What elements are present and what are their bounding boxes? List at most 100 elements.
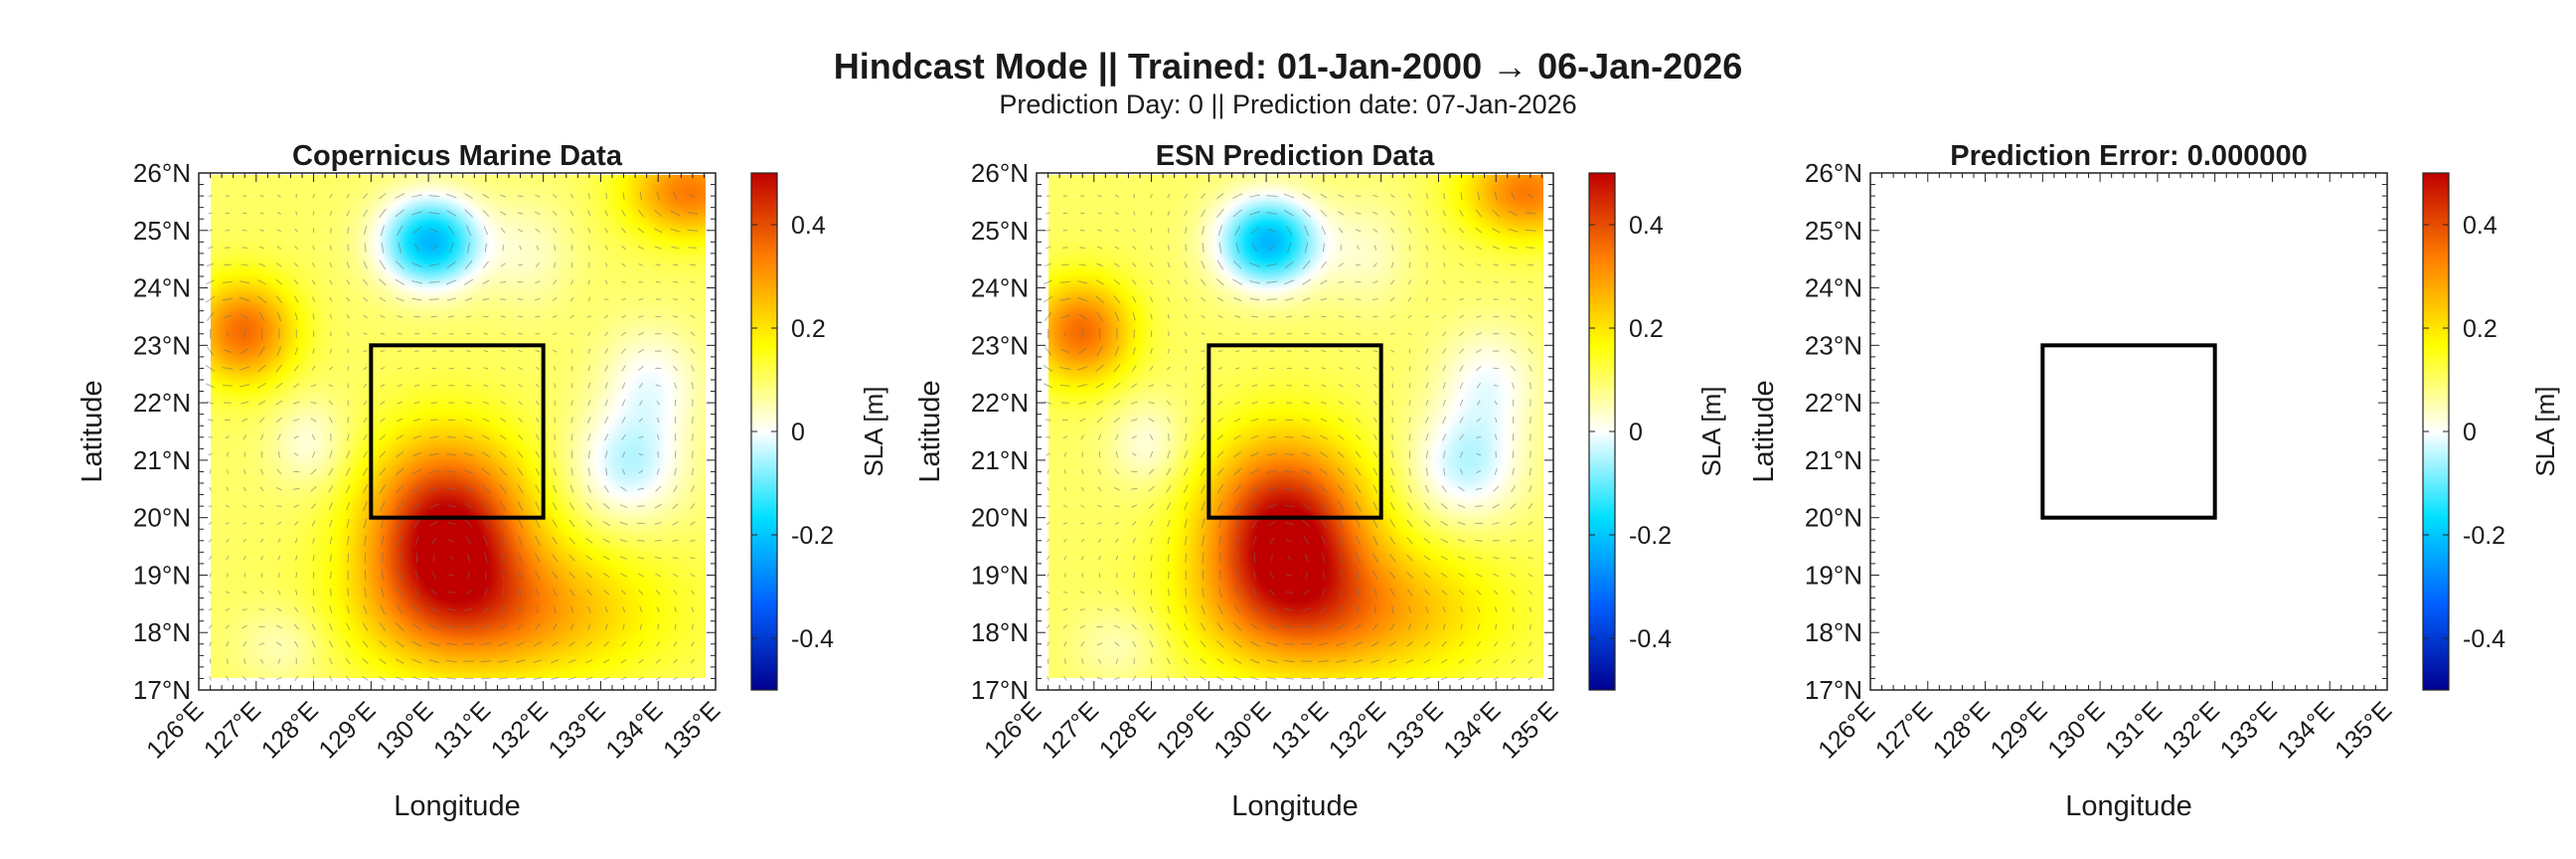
x-tick-label: 132°E — [1324, 696, 1391, 764]
colorbar-tick-label: 0.4 — [791, 212, 826, 240]
y-tick-label: 25°N — [971, 216, 1029, 246]
x-tick-label: 131°E — [428, 696, 496, 764]
colorbar-tick-label: 0.2 — [791, 315, 826, 343]
y-tick-label: 19°N — [133, 560, 191, 590]
x-tick-label: 135°E — [2330, 696, 2397, 764]
y-tick-label: 22°N — [1805, 388, 1862, 418]
axes-frame-1 — [198, 172, 717, 691]
y-tick-label: 17°N — [133, 675, 191, 705]
colorbar-tick-label: 0 — [791, 419, 805, 446]
y-tick-label: 21°N — [1805, 445, 1862, 475]
x-tick-label: 130°E — [371, 696, 438, 764]
x-tick-label: 133°E — [1381, 696, 1449, 764]
x-tick-label: 129°E — [1151, 696, 1218, 764]
y-tick-label: 25°N — [133, 216, 191, 246]
sla-field-1 — [211, 175, 706, 678]
panel-2: 126°E127°E128°E129°E130°E131°E132°E133°E… — [914, 140, 1726, 822]
colorbar-label: SLA [m] — [1696, 386, 1726, 476]
y-axis-label: Latitude — [77, 380, 108, 482]
x-tick-label: 126°E — [979, 696, 1046, 764]
x-tick-label: 128°E — [1094, 696, 1162, 764]
x-tick-label: 134°E — [1438, 696, 1506, 764]
region-box — [1207, 343, 1383, 520]
panel-title: ESN Prediction Data — [1156, 140, 1435, 172]
velocity-vectors-2 — [1043, 191, 1536, 682]
axes-frame-2 — [1036, 172, 1554, 691]
x-tick-label: 132°E — [2158, 696, 2225, 764]
figure-subtitle: Prediction Day: 0 || Prediction date: 07… — [999, 89, 1577, 119]
minor-ticks-2 — [1036, 172, 1554, 691]
y-tick-label: 26°N — [1805, 158, 1862, 188]
y-tick-label: 20°N — [1805, 503, 1862, 533]
y-tick-label: 18°N — [1805, 617, 1862, 647]
x-tick-label: 135°E — [658, 696, 725, 764]
y-tick-label: 21°N — [133, 445, 191, 475]
x-tick-label: 127°E — [1037, 696, 1104, 764]
y-axis-label: Latitude — [914, 380, 946, 482]
colorbar-tick-label: -0.4 — [791, 625, 834, 653]
x-tick-label: 127°E — [1870, 696, 1938, 764]
x-tick-label: 131°E — [1266, 696, 1334, 764]
y-tick-label: 24°N — [133, 273, 191, 303]
x-tick-label: 127°E — [199, 696, 266, 764]
y-tick-label: 17°N — [971, 675, 1029, 705]
y-tick-label: 25°N — [1805, 216, 1862, 246]
y-tick-label: 21°N — [971, 445, 1029, 475]
colorbar-tick-label: -0.2 — [1629, 522, 1672, 550]
y-tick-label: 20°N — [133, 503, 191, 533]
y-tick-label: 26°N — [133, 158, 191, 188]
y-tick-label: 23°N — [133, 330, 191, 360]
figure-title: Hindcast Mode || Trained: 01-Jan-2000 → … — [833, 46, 1743, 86]
minor-ticks-1 — [198, 172, 717, 691]
y-tick-label: 18°N — [133, 617, 191, 647]
colorbar-tick-label: -0.2 — [2463, 522, 2505, 550]
x-tick-label: 128°E — [1928, 696, 1996, 764]
colorbar-tick-label: 0 — [2463, 419, 2477, 446]
x-tick-label: 126°E — [1813, 696, 1880, 764]
colorbar-tick-label: 0.4 — [1629, 212, 1664, 240]
x-tick-label: 133°E — [2215, 696, 2283, 764]
x-tick-label: 130°E — [2042, 696, 2110, 764]
colorbar-label: SLA [m] — [2530, 386, 2560, 476]
y-tick-label: 19°N — [971, 560, 1029, 590]
colorbar-label: SLA [m] — [859, 386, 888, 476]
colorbar-tick-label: -0.2 — [791, 522, 834, 550]
x-tick-label: 131°E — [2100, 696, 2168, 764]
y-tick-label: 18°N — [971, 617, 1029, 647]
axes-frame-3 — [1869, 172, 2388, 691]
region-box — [369, 343, 546, 520]
colorbar-tick-label: 0.2 — [2463, 315, 2497, 343]
sla-field-2 — [1048, 175, 1543, 678]
x-tick-label: 134°E — [2272, 696, 2339, 764]
x-tick-label: 135°E — [1496, 696, 1563, 764]
y-tick-label: 17°N — [1805, 675, 1862, 705]
x-tick-label: 133°E — [544, 696, 611, 764]
x-tick-label: 126°E — [141, 696, 209, 764]
y-tick-label: 19°N — [1805, 560, 1862, 590]
y-tick-label: 26°N — [971, 158, 1029, 188]
colorbar-tick-label: -0.4 — [2463, 625, 2505, 653]
panel-title: Prediction Error: 0.000000 — [1950, 140, 2307, 172]
x-tick-label: 132°E — [486, 696, 554, 764]
colorbar-tick-label: -0.4 — [1629, 625, 1672, 653]
y-tick-label: 20°N — [971, 503, 1029, 533]
colorbar-tick-label: 0.4 — [2463, 212, 2497, 240]
minor-ticks-3 — [1869, 172, 2388, 691]
x-tick-label: 129°E — [313, 696, 381, 764]
panel-3: 126°E127°E128°E129°E130°E131°E132°E133°E… — [1748, 140, 2560, 822]
x-axis-label: Longitude — [1231, 790, 1358, 822]
x-tick-label: 128°E — [256, 696, 324, 764]
y-tick-label: 22°N — [133, 388, 191, 418]
y-tick-label: 23°N — [1805, 330, 1862, 360]
y-axis-label: Latitude — [1748, 380, 1780, 482]
x-tick-label: 130°E — [1208, 696, 1276, 764]
y-tick-label: 23°N — [971, 330, 1029, 360]
y-tick-label: 24°N — [1805, 273, 1862, 303]
y-tick-label: 22°N — [971, 388, 1029, 418]
panel-1: 126°E127°E128°E129°E130°E131°E132°E133°E… — [77, 140, 888, 822]
x-axis-label: Longitude — [394, 790, 520, 822]
x-tick-label: 129°E — [1985, 696, 2052, 764]
x-tick-label: 134°E — [600, 696, 668, 764]
